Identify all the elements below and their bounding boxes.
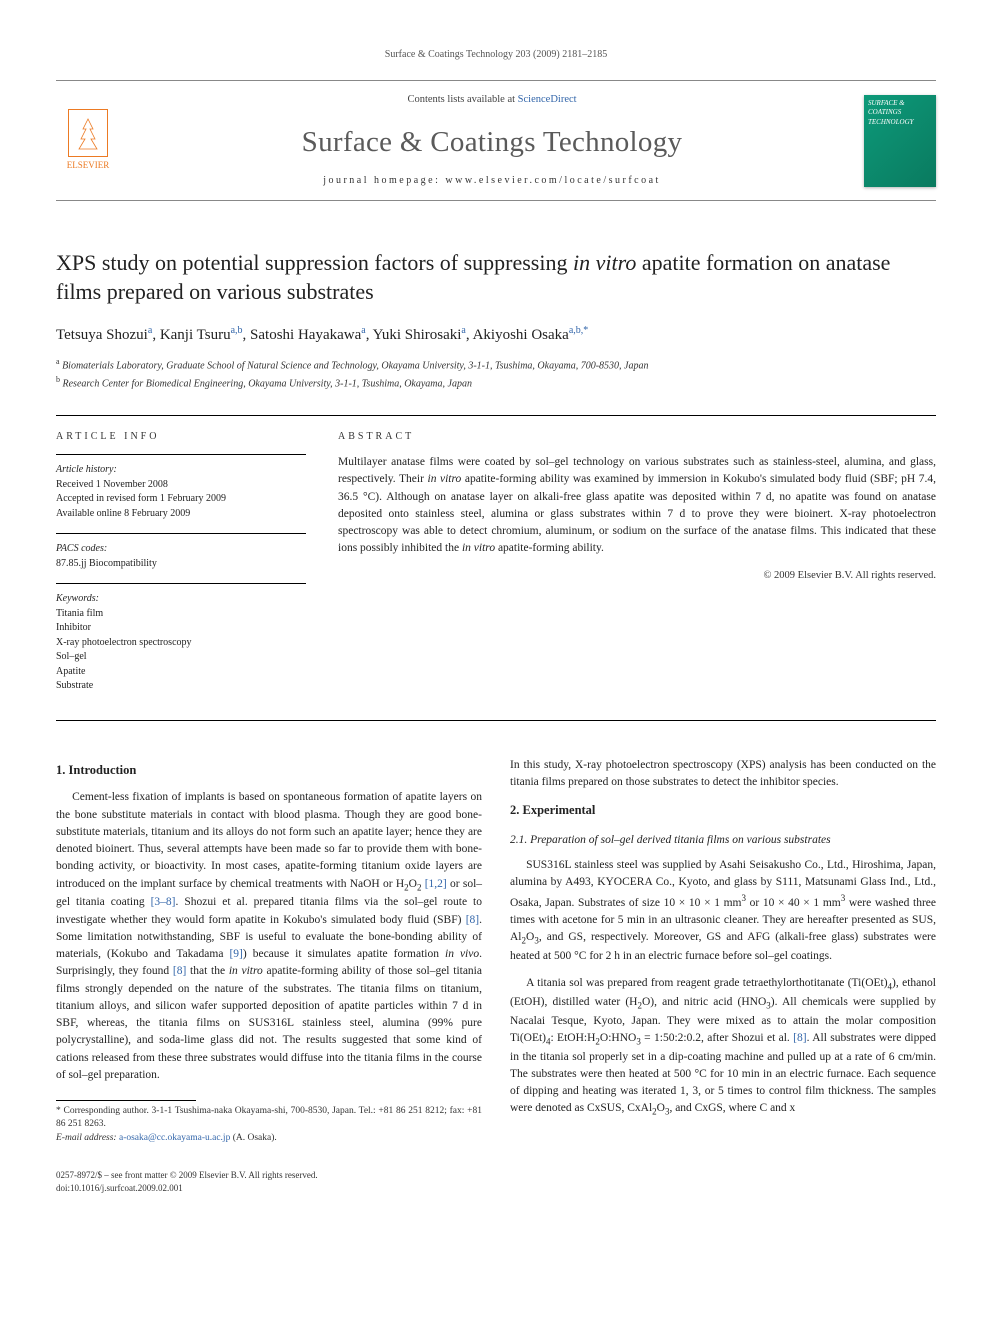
article-title: XPS study on potential suppression facto… <box>56 249 936 306</box>
seg: that the <box>186 965 229 977</box>
ital: in vivo <box>445 948 479 960</box>
author: Kanji Tsuru <box>160 327 231 343</box>
abstract-label: ABSTRACT <box>338 430 936 444</box>
footer-copyright: 0257-8972/$ – see front matter © 2009 El… <box>56 1169 936 1182</box>
abstract-text: Multilayer anatase films were coated by … <box>338 454 936 558</box>
seg: , and CxGS, where C and x <box>669 1102 795 1114</box>
citation-link[interactable]: [8] <box>793 1032 806 1044</box>
history-header: Article history: <box>56 463 306 478</box>
seg: = 1:50:2:0.2, after Shozui et al. <box>641 1032 793 1044</box>
footnote-rule <box>56 1100 196 1101</box>
keyword: Substrate <box>56 679 306 694</box>
ital: in vitro <box>229 965 263 977</box>
email-link[interactable]: a-osaka@cc.okayama-u.ac.jp <box>119 1133 230 1143</box>
heading-experimental: 2. Experimental <box>510 801 936 820</box>
homepage-line: journal homepage: www.elsevier.com/locat… <box>136 174 848 188</box>
author: Tetsuya Shozui <box>56 327 148 343</box>
seg: O), and nitric acid (HNO <box>642 996 766 1008</box>
author: Akiyoshi Osaka <box>473 327 569 343</box>
affil-sup: a <box>56 357 60 366</box>
title-ital: in vitro <box>573 250 636 275</box>
affiliation-b: Research Center for Biomedical Engineeri… <box>63 378 472 389</box>
seg: apatite-forming ability of those sol–gel… <box>56 965 482 1081</box>
citation-link[interactable]: [3–8] <box>151 896 176 908</box>
article-info-label: ARTICLE INFO <box>56 430 306 444</box>
cover-text: SURFACE & COATINGS TECHNOLOGY <box>868 99 932 128</box>
affiliation-a: Biomaterials Laboratory, Graduate School… <box>62 361 648 372</box>
keyword: Apatite <box>56 665 306 680</box>
citation-link[interactable]: [9] <box>229 948 242 960</box>
citation-link[interactable]: [8] <box>173 965 186 977</box>
author-affil-sup: a,b,* <box>569 325 588 336</box>
seg: A titania sol was prepared from reagent … <box>526 977 887 989</box>
elsevier-tree-icon <box>68 109 108 157</box>
keywords-header: Keywords: <box>56 592 306 607</box>
keyword: Titania film <box>56 607 306 622</box>
author-affil-sup: a <box>461 325 465 336</box>
seg: O <box>657 1102 665 1114</box>
seg: Cement-less fixation of implants is base… <box>56 791 482 889</box>
article-info-column: ARTICLE INFO Article history: Received 1… <box>56 430 306 706</box>
citation-link[interactable]: [8] <box>466 914 479 926</box>
homepage-url[interactable]: www.elsevier.com/locate/surfcoat <box>445 175 660 186</box>
article-history: Article history: Received 1 November 200… <box>56 454 306 521</box>
author-affil-sup: a,b <box>231 325 243 336</box>
abstract-seg: apatite-forming ability. <box>495 542 604 554</box>
affil-sup: b <box>56 375 60 384</box>
sciencedirect-link[interactable]: ScienceDirect <box>518 94 577 105</box>
author-affil-sup: a <box>361 325 365 336</box>
history-line: Accepted in revised form 1 February 2009 <box>56 492 306 507</box>
history-line: Available online 8 February 2009 <box>56 507 306 522</box>
affiliations: a Biomaterials Laboratory, Graduate Scho… <box>56 356 936 391</box>
masthead: ELSEVIER Contents lists available at Sci… <box>56 80 936 201</box>
title-pre: XPS study on potential suppression facto… <box>56 250 573 275</box>
abstract-ital: in vitro <box>428 473 462 485</box>
homepage-prefix: journal homepage: <box>323 175 445 186</box>
footer-doi: doi:10.1016/j.surfcoat.2009.02.001 <box>56 1182 936 1195</box>
abstract-ital: in vitro <box>462 542 495 554</box>
seg: O:HNO <box>600 1032 636 1044</box>
seg: : EtOH:H <box>551 1032 596 1044</box>
abstract-seg: apatite-forming ability was examined by … <box>338 473 936 554</box>
footnotes: * Corresponding author. 3-1-1 Tsushima-n… <box>56 1105 482 1145</box>
contents-prefix: Contents lists available at <box>407 94 517 105</box>
exp-paragraph-1: SUS316L stainless steel was supplied by … <box>510 857 936 965</box>
pacs-header: PACS codes: <box>56 542 306 557</box>
keyword: Inhibitor <box>56 621 306 636</box>
journal-ref-header: Surface & Coatings Technology 203 (2009)… <box>56 48 936 62</box>
history-line: Received 1 November 2008 <box>56 478 306 493</box>
author: Satoshi Hayakawa <box>250 327 361 343</box>
seg: ) because it simulates apatite formation <box>243 948 445 960</box>
heading-2-1: 2.1. Preparation of sol–gel derived tita… <box>510 832 936 849</box>
keywords-block: Keywords: Titania film Inhibitor X-ray p… <box>56 583 306 694</box>
seg: , and GS, respectively. Moreover, GS and… <box>510 931 936 962</box>
keyword: X-ray photoelectron spectroscopy <box>56 636 306 651</box>
body-two-column: 1. Introduction Cement-less fixation of … <box>56 757 936 1145</box>
abstract-copyright: © 2009 Elsevier B.V. All rights reserved… <box>338 568 936 583</box>
abstract-column: ABSTRACT Multilayer anatase films were c… <box>338 430 936 706</box>
intro-paragraph-1: Cement-less fixation of implants is base… <box>56 789 482 1084</box>
corresponding-author-note: * Corresponding author. 3-1-1 Tsushima-n… <box>56 1105 482 1132</box>
keyword: Sol–gel <box>56 650 306 665</box>
citation-link[interactable]: [1,2] <box>425 878 447 890</box>
intro-paragraph-2: In this study, X-ray photoelectron spect… <box>510 757 936 792</box>
seg: or 10 × 40 × 1 mm <box>746 896 841 908</box>
heading-introduction: 1. Introduction <box>56 761 482 780</box>
journal-cover-thumb: SURFACE & COATINGS TECHNOLOGY <box>864 95 936 187</box>
email-suffix: (A. Osaka). <box>230 1133 276 1143</box>
seg: O <box>409 878 417 890</box>
contents-line: Contents lists available at ScienceDirec… <box>136 93 848 108</box>
header-end-rule <box>56 720 936 721</box>
pacs-code: 87.85.jj Biocompatibility <box>56 557 306 572</box>
journal-title: Surface & Coatings Technology <box>136 122 848 163</box>
author: Yuki Shirosaki <box>373 327 462 343</box>
pacs-block: PACS codes: 87.85.jj Biocompatibility <box>56 533 306 571</box>
email-label: E-mail address: <box>56 1133 119 1143</box>
elsevier-logo: ELSEVIER <box>56 105 120 177</box>
page-footer: 0257-8972/$ – see front matter © 2009 El… <box>56 1169 936 1194</box>
exp-paragraph-2: A titania sol was prepared from reagent … <box>510 975 936 1119</box>
publisher-name: ELSEVIER <box>67 159 110 172</box>
authors-line: Tetsuya Shozuia, Kanji Tsurua,b, Satoshi… <box>56 324 936 346</box>
author-affil-sup: a <box>148 325 152 336</box>
